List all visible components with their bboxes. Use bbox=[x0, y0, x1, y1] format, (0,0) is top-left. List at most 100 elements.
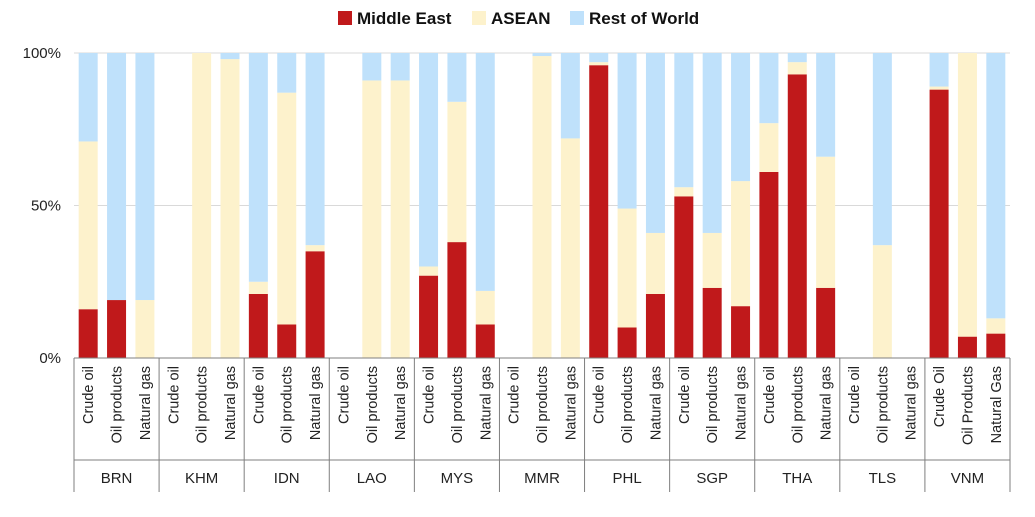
bar-segment-asean-mmr-3 bbox=[560, 138, 580, 358]
bar-segment-rest-of-world-lao-2 bbox=[362, 53, 382, 81]
x-category-label: Crude oil bbox=[677, 366, 693, 424]
bar-segment-middle-east-idn-2 bbox=[277, 324, 297, 358]
x-category-label: Oil products bbox=[620, 366, 636, 443]
bar-segment-rest-of-world-tha-1 bbox=[759, 53, 779, 124]
bar-segment-rest-of-world-tha-2 bbox=[787, 53, 807, 63]
x-group-label: PHL bbox=[612, 470, 641, 487]
x-category-label: Oil products bbox=[790, 366, 806, 443]
bar-segment-asean-phl-3 bbox=[645, 232, 665, 294]
bar-segment-asean-mmr-2 bbox=[532, 56, 552, 359]
bar-segment-rest-of-world-idn-2 bbox=[277, 53, 297, 93]
x-category-label: Oil products bbox=[280, 366, 296, 443]
x-category-label: Crude oil bbox=[847, 366, 863, 424]
legend-swatch-asean bbox=[472, 11, 486, 25]
x-group-label: KHM bbox=[185, 470, 218, 487]
x-category-label: Natural gas bbox=[308, 366, 324, 440]
bar-segment-rest-of-world-brn-1 bbox=[78, 53, 98, 142]
bar-segment-rest-of-world-idn-3 bbox=[305, 53, 325, 246]
bar-segment-middle-east-tha-3 bbox=[816, 287, 836, 358]
x-category-label: Oil products bbox=[365, 366, 381, 443]
bar-segment-middle-east-mys-1 bbox=[419, 275, 439, 358]
x-category-label: Oil Products bbox=[960, 366, 976, 445]
bar-segment-asean-khm-2 bbox=[192, 53, 212, 358]
bar-segment-middle-east-tha-1 bbox=[759, 171, 779, 358]
legend-label: ASEAN bbox=[491, 9, 551, 28]
bar-segment-rest-of-world-phl-2 bbox=[617, 53, 637, 209]
bar-segment-middle-east-sgp-2 bbox=[702, 287, 722, 358]
x-category-label: Crude oil bbox=[251, 366, 267, 424]
x-group-label: IDN bbox=[274, 470, 300, 487]
bar-segment-middle-east-vnm-3 bbox=[986, 333, 1006, 358]
bar-segment-asean-lao-3 bbox=[390, 80, 410, 358]
x-category-label: Natural gas bbox=[563, 366, 579, 440]
bar-segment-asean-khm-3 bbox=[220, 59, 240, 358]
bar-segment-middle-east-sgp-1 bbox=[674, 196, 694, 358]
bar-segment-rest-of-world-vnm-3 bbox=[986, 53, 1006, 319]
bar-segment-rest-of-world-vnm-1 bbox=[929, 53, 949, 87]
bar-segment-asean-tha-2 bbox=[787, 62, 807, 75]
x-group-label: TLS bbox=[869, 470, 897, 487]
x-category-label: Natural gas bbox=[904, 366, 920, 440]
bar-segment-asean-sgp-3 bbox=[731, 181, 751, 307]
bar-segment-asean-phl-1 bbox=[589, 62, 609, 66]
bar-segment-rest-of-world-mys-3 bbox=[475, 53, 495, 291]
x-category-label: Natural Gas bbox=[989, 366, 1005, 443]
bar-segment-asean-tls-2 bbox=[872, 245, 892, 358]
x-category-label: Crude oil bbox=[336, 366, 352, 424]
bar-segment-asean-idn-2 bbox=[277, 92, 297, 325]
bar-segment-rest-of-world-khm-3 bbox=[220, 53, 240, 60]
x-group-label: BRN bbox=[101, 470, 133, 487]
bar-segment-middle-east-vnm-2 bbox=[957, 336, 977, 358]
x-category-label: Crude oil bbox=[592, 366, 608, 424]
bar-segment-rest-of-world-sgp-2 bbox=[702, 53, 722, 233]
bar-segment-middle-east-phl-1 bbox=[589, 65, 609, 358]
bar-segment-middle-east-phl-3 bbox=[645, 293, 665, 358]
bar-segment-middle-east-vnm-1 bbox=[929, 89, 949, 358]
y-tick-label: 50% bbox=[31, 198, 61, 215]
bar-segment-rest-of-world-sgp-1 bbox=[674, 53, 694, 188]
legend-swatch-middle-east bbox=[338, 11, 352, 25]
x-group-label: MMR bbox=[524, 470, 560, 487]
x-category-label: Oil products bbox=[535, 366, 551, 443]
bar-segment-rest-of-world-sgp-3 bbox=[731, 53, 751, 182]
bar-segment-asean-vnm-1 bbox=[929, 86, 949, 90]
bar-segment-middle-east-phl-2 bbox=[617, 327, 637, 358]
bar-segment-asean-sgp-1 bbox=[674, 187, 694, 197]
x-category-label: Crude oil bbox=[166, 366, 182, 424]
bar-segment-rest-of-world-mys-2 bbox=[447, 53, 467, 102]
bar-segment-asean-brn-3 bbox=[135, 300, 155, 358]
bar-segment-asean-tha-3 bbox=[816, 156, 836, 288]
bar-segment-asean-mys-3 bbox=[475, 290, 495, 325]
bar-segment-asean-sgp-2 bbox=[702, 232, 722, 288]
x-category-label: Natural gas bbox=[223, 366, 239, 440]
bar-segment-rest-of-world-mmr-2 bbox=[532, 53, 552, 57]
y-tick-label: 0% bbox=[39, 350, 61, 367]
bar-segment-rest-of-world-idn-1 bbox=[248, 53, 268, 282]
x-group-label: MYS bbox=[441, 470, 474, 487]
legend-label: Rest of World bbox=[589, 9, 699, 28]
bar-segment-asean-brn-1 bbox=[78, 141, 98, 310]
bar-segment-rest-of-world-lao-3 bbox=[390, 53, 410, 81]
bar-segment-rest-of-world-mys-1 bbox=[419, 53, 439, 267]
x-category-label: Crude oil bbox=[422, 366, 438, 424]
bar-segment-rest-of-world-phl-1 bbox=[589, 53, 609, 63]
x-category-label: Natural gas bbox=[393, 366, 409, 440]
y-tick-label: 100% bbox=[23, 45, 61, 62]
x-group-label: LAO bbox=[357, 470, 387, 487]
x-category-label: Oil products bbox=[705, 366, 721, 443]
x-category-label: Natural gas bbox=[138, 366, 154, 440]
x-group-label: THA bbox=[782, 470, 812, 487]
bar-segment-middle-east-idn-3 bbox=[305, 251, 325, 358]
bar-segment-rest-of-world-brn-3 bbox=[135, 53, 155, 301]
x-category-label: Oil products bbox=[875, 366, 891, 443]
bar-segment-rest-of-world-tls-2 bbox=[872, 53, 892, 246]
x-category-label: Natural gas bbox=[648, 366, 664, 440]
x-category-label: Crude Oil bbox=[932, 366, 948, 427]
bar-segment-rest-of-world-mmr-3 bbox=[560, 53, 580, 139]
bar-segment-asean-idn-1 bbox=[248, 281, 268, 294]
bar-segment-middle-east-brn-2 bbox=[107, 300, 127, 358]
bar-segment-asean-lao-2 bbox=[362, 80, 382, 358]
bar-segment-asean-tha-1 bbox=[759, 123, 779, 172]
